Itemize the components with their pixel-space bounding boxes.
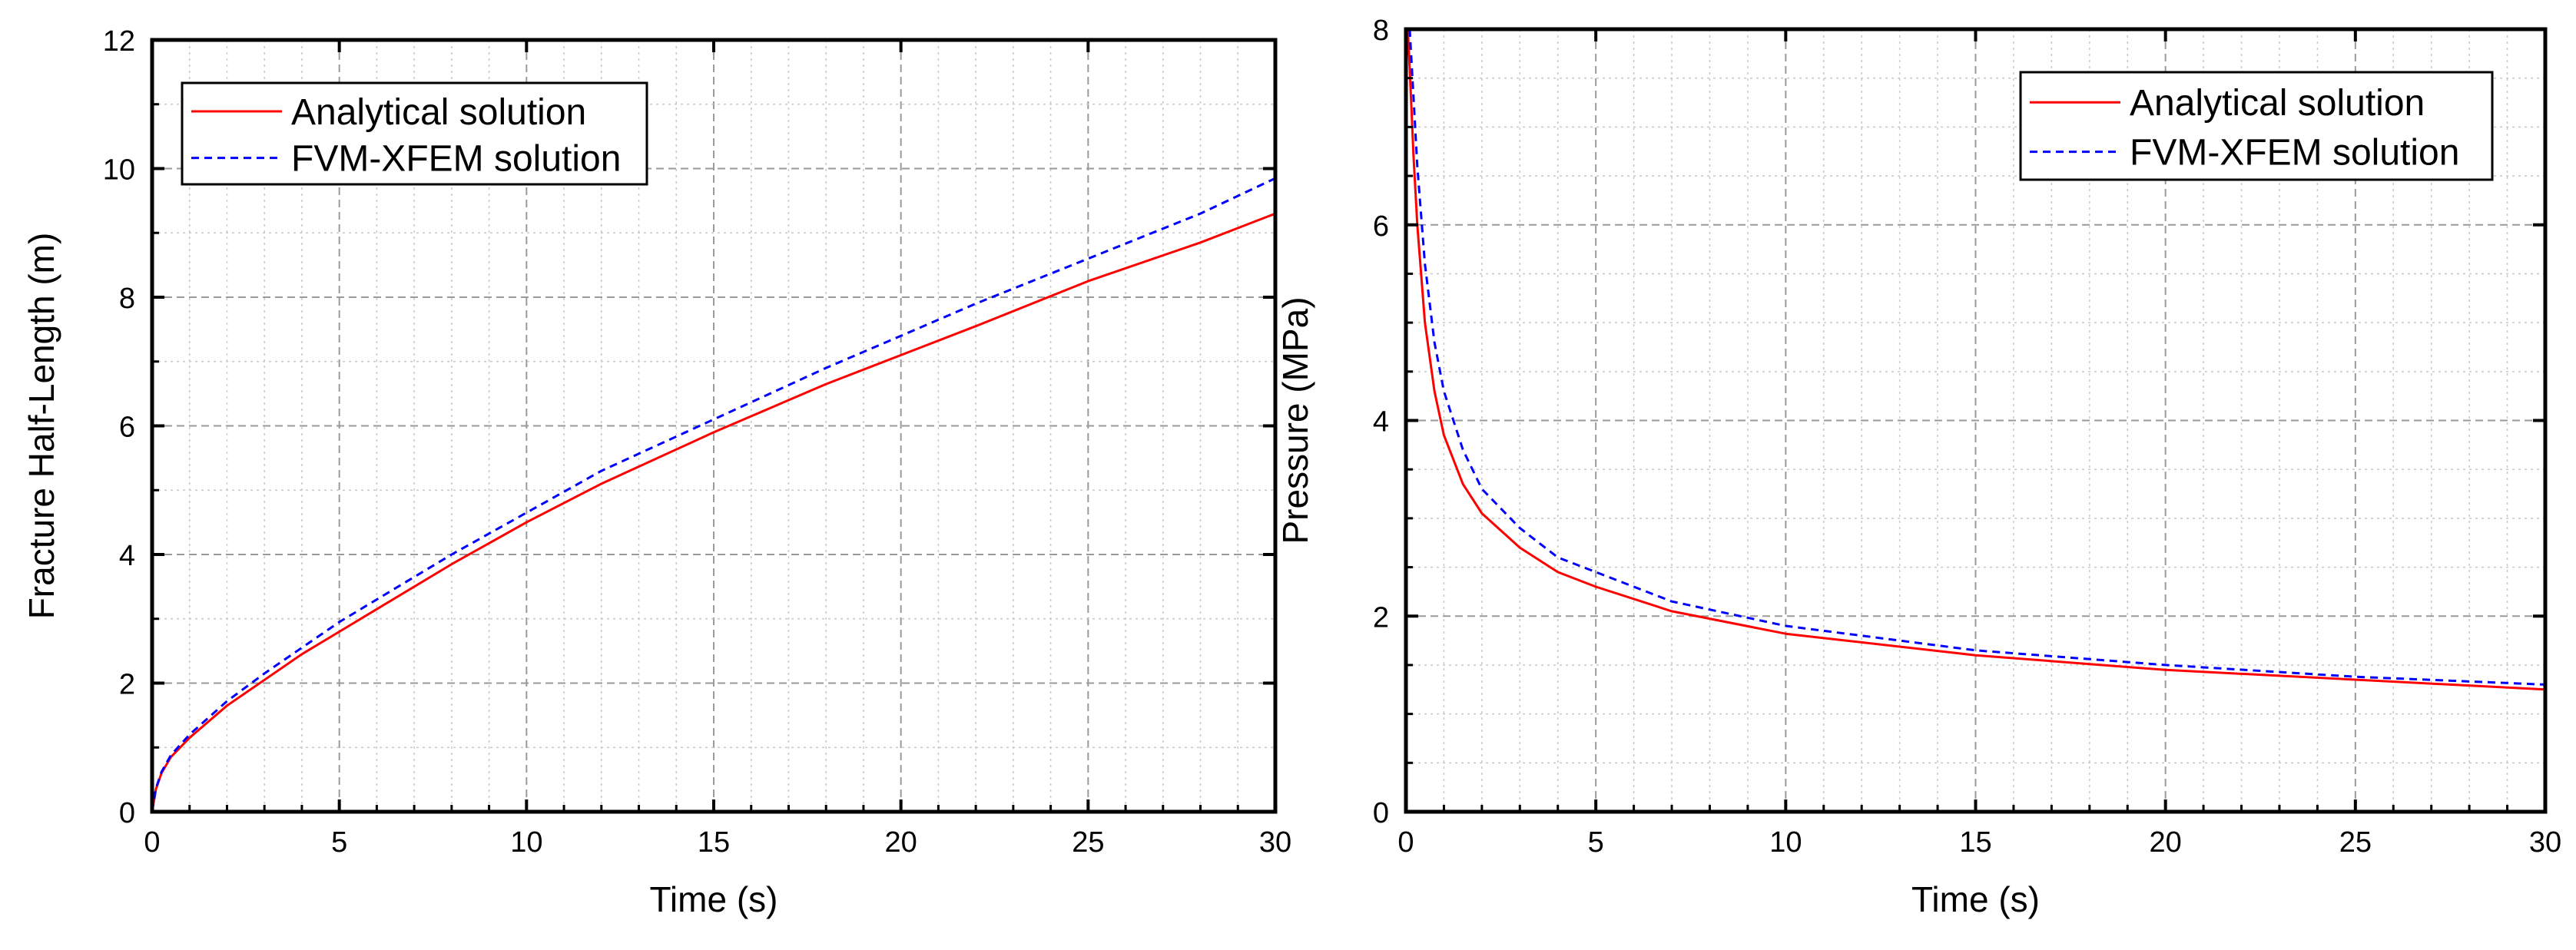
legend: Analytical solution FVM-XFEM solution — [181, 81, 648, 186]
y-axis-title: Fracture Half-Length (m) — [22, 233, 61, 620]
legend-label-fvm-xfem: FVM-XFEM solution — [2130, 133, 2459, 174]
y-tick-label: 0 — [1373, 797, 1389, 829]
legend-box — [181, 81, 648, 186]
y-axis-title: Pressure (MPa) — [1275, 296, 1315, 544]
x-axis-title: Time (s) — [650, 879, 778, 919]
y-tick-label: 4 — [1373, 406, 1389, 439]
y-tick-label: 2 — [119, 669, 135, 701]
ticks: 0 5 10 15 20 25 30 0 2 4 6 8 10 12 — [103, 25, 1291, 859]
x-axis-title: Time (s) — [1911, 879, 2040, 919]
series-line-analytical — [1407, 28, 2546, 691]
x-tick-label: 25 — [2339, 826, 2372, 859]
series-lines — [1407, 28, 2546, 691]
y-tick-label: 12 — [103, 25, 135, 58]
legend: Analytical solution FVM-XFEM solution — [2019, 71, 2494, 181]
x-tick-label: 20 — [2150, 826, 2182, 859]
y-tick-label: 2 — [1373, 601, 1389, 634]
y-tick-label: 10 — [103, 154, 135, 187]
y-tick-label: 8 — [1373, 15, 1389, 47]
chart-pressure: 0 5 10 15 20 25 30 0 2 4 6 8 Time (s) Pressure (MPa… — [1275, 15, 2561, 919]
x-tick-label: 25 — [1072, 826, 1104, 859]
grid — [152, 40, 1275, 812]
legend-label-analytical: Analytical solution — [2130, 83, 2425, 124]
x-tick-label: 10 — [510, 826, 542, 859]
ticks: 0 5 10 15 20 25 30 0 2 4 6 8 — [1373, 15, 2561, 859]
series-lines — [151, 177, 1276, 813]
x-tick-label: 0 — [1397, 826, 1414, 859]
y-tick-label: 0 — [119, 797, 135, 829]
x-tick-label: 0 — [144, 826, 160, 859]
chart-fracture-half-length: 0 5 10 15 20 25 30 0 2 4 6 8 10 12 Time (s) Fracture … — [22, 25, 1291, 919]
y-tick-label: 6 — [119, 412, 135, 444]
y-tick-label: 8 — [119, 283, 135, 315]
y-tick-label: 6 — [1373, 210, 1389, 243]
x-tick-label: 30 — [1259, 826, 1291, 859]
x-tick-label: 20 — [885, 826, 917, 859]
legend-box — [2019, 71, 2494, 181]
series-line-analytical — [151, 212, 1276, 813]
x-tick-label: 15 — [1959, 826, 1991, 859]
legend-label-analytical: Analytical solution — [291, 92, 586, 133]
x-tick-label: 5 — [1588, 826, 1604, 859]
y-tick-label: 4 — [119, 540, 135, 572]
x-tick-label: 5 — [331, 826, 347, 859]
x-tick-label: 30 — [2529, 826, 2561, 859]
series-line-fvm-xfem — [1408, 28, 2546, 686]
x-tick-label: 10 — [1769, 826, 1802, 859]
x-tick-label: 15 — [698, 826, 730, 859]
legend-label-fvm-xfem: FVM-XFEM solution — [291, 139, 621, 180]
